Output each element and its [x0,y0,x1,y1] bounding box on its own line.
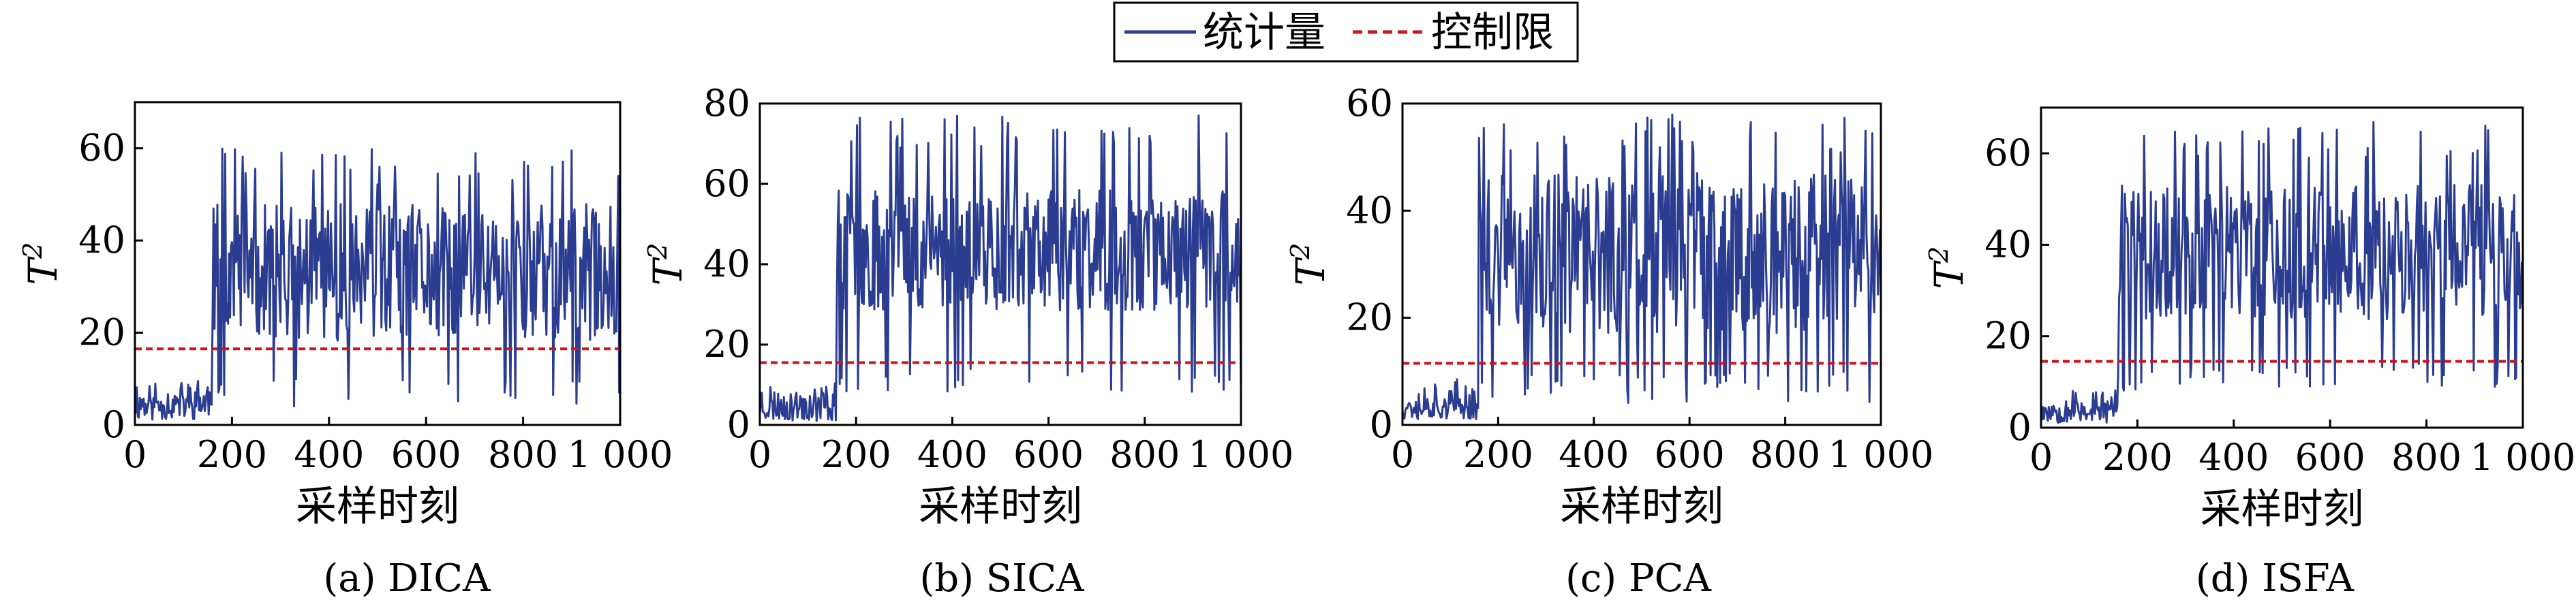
y-axis-label-superscript: 2 [643,243,673,260]
x-tick-label: 600 [1655,433,1725,476]
x-axis-label: 采样时刻 [296,483,459,530]
x-tick-label: 200 [2102,436,2173,479]
x-tick-label: 800 [488,433,558,476]
y-axis-label: T2 [643,243,691,286]
legend-statistic-label: 统计量 [1203,9,1325,57]
panel-caption: (b) SICA [919,556,1084,601]
y-tick-label: 0 [727,403,750,446]
y-tick-label: 80 [703,82,750,125]
y-axis-label-superscript: 2 [1285,243,1315,260]
y-axis-label-base: T [645,256,691,285]
y-tick-label: 40 [703,242,750,285]
x-tick-label: 800 [1750,433,1820,476]
y-axis-label: T2 [1285,243,1334,286]
x-tick-label: 1 000 [1189,433,1294,476]
y-tick-label: 0 [102,403,125,446]
y-axis-label-base: T [1287,256,1334,285]
y-tick-label: 20 [703,323,750,366]
y-tick-label: 40 [1346,189,1393,232]
y-axis-label: T2 [1924,247,1972,289]
plot-frame [1401,102,1882,426]
x-axis-label: 采样时刻 [1560,483,1723,530]
x-tick-label: 400 [1559,433,1629,476]
plot-frame [134,101,622,426]
x-axis-label: 采样时刻 [919,483,1082,530]
y-tick-label: 40 [78,219,125,262]
x-tick-label: 400 [294,433,364,476]
statistic-series-line [134,147,622,421]
plot-frame [2040,106,2524,429]
x-tick-label: 800 [1109,433,1180,476]
y-axis-label-base: T [1926,259,1972,289]
x-tick-label: 600 [391,433,461,476]
y-tick-label: 0 [2008,406,2031,449]
panel-caption: (c) PCA [1565,556,1711,601]
x-axis-label: 采样时刻 [2201,486,2364,533]
y-tick-label: 60 [1984,131,2031,174]
x-tick-label: 400 [2198,436,2269,479]
x-tick-label: 200 [197,433,267,476]
statistic-series-line [1401,113,1882,420]
x-tick-label: 400 [917,433,987,476]
y-tick-label: 20 [1346,296,1393,339]
y-tick-label: 60 [703,162,750,205]
x-tick-label: 1 000 [2470,436,2576,479]
y-tick-label: 40 [1984,223,2031,266]
panel-caption: (a) DICA [323,556,491,601]
x-tick-label: 1 000 [1828,433,1934,476]
panel-caption: (d) ISFA [2196,556,2355,601]
y-tick-label: 20 [78,311,125,354]
y-tick-label: 20 [1984,315,2031,358]
x-tick-label: 600 [1013,433,1084,476]
x-tick-label: 0 [2029,436,2053,479]
y-axis-label-superscript: 2 [18,242,48,259]
y-axis-label-superscript: 2 [1924,247,1954,264]
legend-limit-label: 控制限 [1431,9,1554,57]
y-axis-label: T2 [18,242,66,285]
y-tick-label: 0 [1370,403,1393,446]
y-tick-label: 60 [1346,82,1393,125]
x-tick-label: 0 [123,433,147,476]
x-tick-label: 800 [2391,436,2462,479]
y-tick-label: 60 [78,127,125,170]
x-tick-label: 200 [1463,433,1533,476]
x-tick-label: 600 [2295,436,2365,479]
statistic-series-line [2040,121,2524,424]
x-tick-label: 0 [748,433,771,476]
x-tick-label: 200 [821,433,891,476]
legend: 统计量 控制限 [1113,1,1579,63]
x-tick-label: 1 000 [568,433,673,476]
x-tick-label: 0 [1391,433,1414,476]
y-axis-label-base: T [20,255,66,285]
statistic-series-line [758,114,1242,422]
